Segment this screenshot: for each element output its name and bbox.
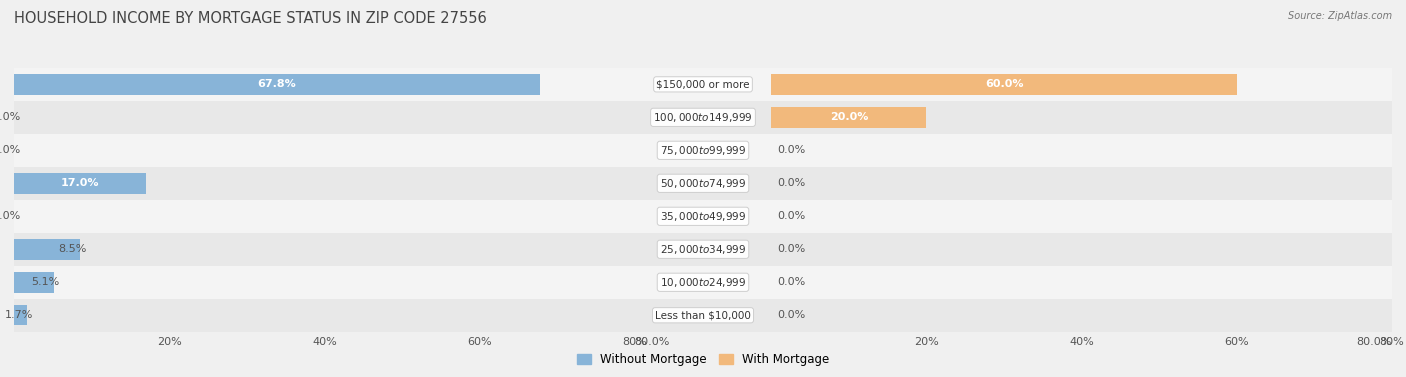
Text: 0.0%: 0.0% [778, 244, 806, 254]
Text: 0.0%: 0.0% [778, 310, 806, 320]
Text: $10,000 to $24,999: $10,000 to $24,999 [659, 276, 747, 289]
Text: $25,000 to $34,999: $25,000 to $34,999 [659, 243, 747, 256]
Text: 67.8%: 67.8% [257, 79, 297, 89]
Text: 0.0%: 0.0% [0, 145, 20, 155]
Legend: Without Mortgage, With Mortgage: Without Mortgage, With Mortgage [572, 349, 834, 371]
Bar [14, 272, 53, 293]
Bar [14, 200, 634, 233]
Bar [772, 74, 1237, 95]
Bar [14, 68, 634, 101]
Text: 0.0%: 0.0% [778, 145, 806, 155]
Text: $50,000 to $74,999: $50,000 to $74,999 [659, 177, 747, 190]
Bar [772, 266, 1392, 299]
Text: $150,000 or more: $150,000 or more [657, 79, 749, 89]
Bar [772, 299, 1392, 332]
Text: $35,000 to $49,999: $35,000 to $49,999 [659, 210, 747, 223]
Bar [14, 173, 146, 193]
Bar [772, 167, 1392, 200]
Bar [14, 299, 634, 332]
Bar [14, 167, 634, 200]
Text: $75,000 to $99,999: $75,000 to $99,999 [659, 144, 747, 157]
Text: 80.0%: 80.0% [634, 337, 671, 347]
Bar [634, 68, 772, 101]
Bar [772, 107, 927, 127]
Text: 8.5%: 8.5% [58, 244, 86, 254]
Text: 0.0%: 0.0% [778, 277, 806, 287]
Text: 20.0%: 20.0% [830, 112, 868, 123]
Text: 80.0%: 80.0% [1357, 337, 1392, 347]
Bar [772, 134, 1392, 167]
Bar [14, 305, 27, 325]
Bar [634, 299, 772, 332]
Bar [772, 233, 1392, 266]
Bar [14, 233, 634, 266]
Bar [634, 167, 772, 200]
Bar [14, 101, 634, 134]
Bar [14, 74, 540, 95]
Text: $100,000 to $149,999: $100,000 to $149,999 [654, 111, 752, 124]
Text: 0.0%: 0.0% [0, 211, 20, 221]
Text: 0.0%: 0.0% [778, 178, 806, 188]
Text: 60.0%: 60.0% [984, 79, 1024, 89]
Bar [634, 266, 772, 299]
Text: 0.0%: 0.0% [778, 211, 806, 221]
Bar [14, 266, 634, 299]
Text: Source: ZipAtlas.com: Source: ZipAtlas.com [1288, 11, 1392, 21]
Text: 1.7%: 1.7% [6, 310, 34, 320]
Text: 0.0%: 0.0% [0, 112, 20, 123]
Bar [634, 200, 772, 233]
Bar [634, 101, 772, 134]
Bar [14, 239, 80, 259]
Bar [634, 134, 772, 167]
Bar [14, 134, 634, 167]
Bar [772, 68, 1392, 101]
Text: 5.1%: 5.1% [31, 277, 60, 287]
Text: Less than $10,000: Less than $10,000 [655, 310, 751, 320]
Text: HOUSEHOLD INCOME BY MORTGAGE STATUS IN ZIP CODE 27556: HOUSEHOLD INCOME BY MORTGAGE STATUS IN Z… [14, 11, 486, 26]
Bar [634, 233, 772, 266]
Bar [772, 200, 1392, 233]
Text: 17.0%: 17.0% [60, 178, 100, 188]
Bar [772, 101, 1392, 134]
